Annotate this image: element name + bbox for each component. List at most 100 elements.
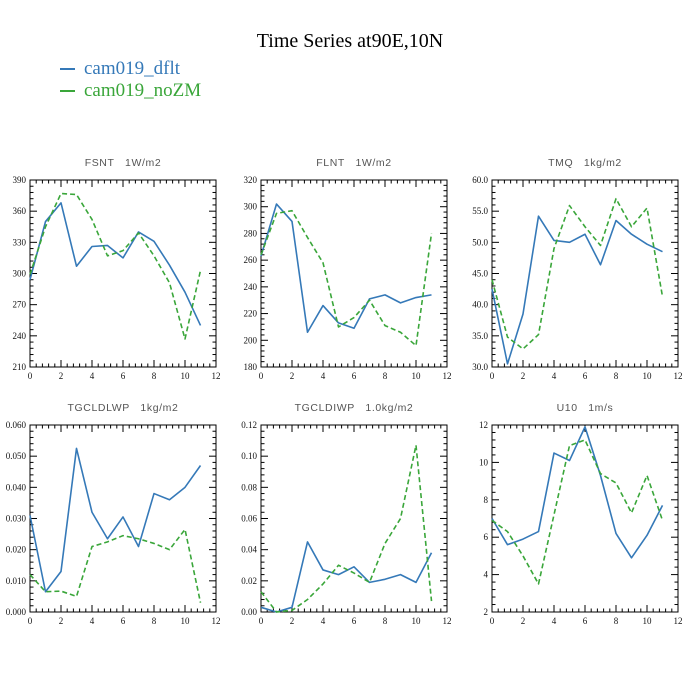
fsnt-cam019_dflt-line <box>29 202 202 326</box>
legend-item-label: cam019_dflt <box>84 58 181 79</box>
panel-title: FSNT 1W/m2 <box>85 157 162 169</box>
x-tick-label: 4 <box>552 616 557 626</box>
y-tick-label: 280 <box>244 228 258 238</box>
legend-line-sample-icon <box>60 90 75 92</box>
x-tick-label: 10 <box>412 616 422 626</box>
y-tick-label: 240 <box>244 282 258 292</box>
y-tick-label: 240 <box>13 331 27 341</box>
y-tick-label: 10 <box>479 457 489 467</box>
x-tick-label: 2 <box>290 616 295 626</box>
x-tick-label: 0 <box>490 616 495 626</box>
y-tick-label: 0.000 <box>6 607 27 617</box>
panel-tmq: TMQ 1kg/m2 0 2 4 6 8 10 12 30.0 35.0 40.0 45.0 50.0 5… <box>472 157 683 381</box>
y-tick-label: 0.02 <box>241 576 257 586</box>
y-tick-label: 330 <box>13 237 27 247</box>
tmq-cam019_noZM-line <box>491 197 664 350</box>
tgcldiwp-cam019_noZM-line <box>260 444 433 613</box>
y-tick-label: 12 <box>479 420 488 430</box>
y-tick-label: 0.06 <box>241 514 257 524</box>
x-tick-label: 6 <box>121 371 126 381</box>
page-title: Time Series at90E,10N <box>256 30 444 52</box>
x-tick-label: 2 <box>290 371 295 381</box>
y-tick-label: 300 <box>244 202 258 212</box>
panel-title: TGCLDLWP 1kg/m2 <box>68 402 179 414</box>
legend-item-label: cam019_noZM <box>84 80 202 101</box>
y-tick-label: 0.030 <box>6 514 27 524</box>
flnt-cam019_dflt-line <box>260 203 432 334</box>
y-tick-label: 0.12 <box>241 420 257 430</box>
x-tick-label: 12 <box>212 616 221 626</box>
x-tick-label: 4 <box>90 616 95 626</box>
y-tick-label: 4 <box>484 570 489 580</box>
x-tick-label: 12 <box>212 371 221 381</box>
y-tick-label: 30.0 <box>472 362 488 372</box>
x-tick-label: 2 <box>59 616 64 626</box>
y-tick-label: 0.040 <box>6 482 27 492</box>
y-tick-label: 320 <box>244 175 258 185</box>
x-tick-label: 8 <box>614 616 619 626</box>
tgcldlwp-cam019_noZM-line <box>29 528 202 603</box>
x-tick-label: 10 <box>181 371 191 381</box>
y-tick-label: 2 <box>484 607 489 617</box>
y-tick-label: 180 <box>244 362 258 372</box>
x-tick-label: 10 <box>412 371 422 381</box>
y-tick-label: 50.0 <box>472 237 488 247</box>
y-tick-label: 45.0 <box>472 269 488 279</box>
tgcldiwp-cam019_dflt-line <box>260 541 433 613</box>
x-tick-label: 0 <box>28 616 33 626</box>
y-tick-label: 0.050 <box>6 451 27 461</box>
x-tick-label: 8 <box>383 371 388 381</box>
legend: cam019_dflt cam019_noZM <box>60 58 201 102</box>
x-tick-label: 10 <box>181 616 191 626</box>
x-tick-label: 10 <box>643 371 653 381</box>
x-tick-label: 0 <box>28 371 33 381</box>
x-tick-label: 4 <box>90 371 95 381</box>
y-tick-label: 8 <box>484 495 489 505</box>
tgcldlwp-cam019_dflt-line <box>29 447 202 593</box>
y-tick-label: 390 <box>13 175 27 185</box>
x-tick-label: 0 <box>259 616 264 626</box>
legend-item-cam019-noZM: cam019_noZM <box>60 80 201 102</box>
x-tick-label: 10 <box>643 616 653 626</box>
x-tick-label: 12 <box>443 371 452 381</box>
axis-box <box>491 179 679 368</box>
y-tick-label: 55.0 <box>472 206 488 216</box>
x-tick-label: 2 <box>59 371 64 381</box>
y-tick-label: 0.060 <box>6 420 27 430</box>
y-tick-label: 0.10 <box>241 451 257 461</box>
x-tick-label: 0 <box>259 371 264 381</box>
x-tick-label: 6 <box>583 371 588 381</box>
y-tick-label: 0.04 <box>241 545 257 555</box>
panel-tgcldlwp: TGCLDLWP 1kg/m2 0 2 4 6 8 10 12 0.000 0.010 0.020 0… <box>6 402 221 626</box>
x-tick-label: 6 <box>352 616 357 626</box>
y-tick-label: 200 <box>244 335 258 345</box>
y-tick-label: 300 <box>13 269 27 279</box>
x-tick-label: 6 <box>583 616 588 626</box>
y-tick-label: 60.0 <box>472 175 488 185</box>
y-tick-label: 0.08 <box>241 482 257 492</box>
y-tick-label: 260 <box>244 255 258 265</box>
x-tick-label: 12 <box>674 616 683 626</box>
u10-cam019_dflt-line <box>491 426 664 559</box>
x-tick-label: 4 <box>321 616 326 626</box>
x-tick-label: 12 <box>443 616 452 626</box>
panel-title: FLNT 1W/m2 <box>316 157 391 169</box>
y-tick-label: 40.0 <box>472 300 488 310</box>
y-tick-label: 270 <box>13 300 27 310</box>
flnt-cam019_noZM-line <box>260 209 433 347</box>
x-tick-label: 0 <box>490 371 495 381</box>
panel-tgcldiwp: TGCLDIWP 1.0kg/m2 0 2 4 6 8 10 12 0.00 0.02 0.04 0.… <box>241 402 452 626</box>
legend-line-sample-icon <box>60 68 75 70</box>
x-tick-label: 6 <box>121 616 126 626</box>
axis-box <box>491 424 679 613</box>
panel-flnt: FLNT 1W/m2 0 2 4 6 8 10 12 180 200 220 240 260 280 300… <box>244 157 452 381</box>
y-tick-label: 35.0 <box>472 331 488 341</box>
x-tick-label: 2 <box>521 371 526 381</box>
y-tick-label: 210 <box>13 362 27 372</box>
x-tick-label: 12 <box>674 371 683 381</box>
x-tick-label: 8 <box>152 371 157 381</box>
x-tick-label: 8 <box>383 616 388 626</box>
y-tick-label: 220 <box>244 309 258 319</box>
axis-box <box>260 179 448 368</box>
